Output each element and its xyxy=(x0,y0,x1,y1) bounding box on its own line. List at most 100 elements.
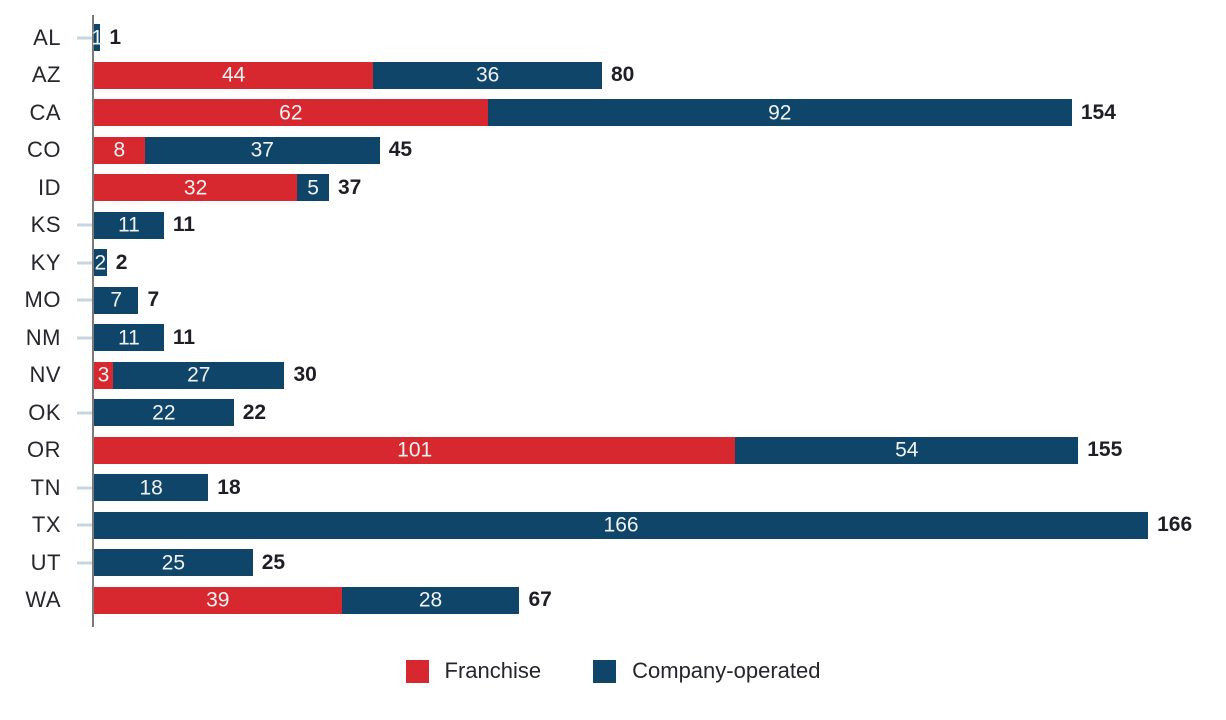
segment-value-label: 39 xyxy=(206,588,230,612)
tick-zone xyxy=(61,24,94,51)
axis-tick xyxy=(77,336,92,339)
bar-stack: 8 37 xyxy=(94,136,380,164)
bar-stack: 44 36 xyxy=(94,61,602,89)
franchise-segment: 3 xyxy=(94,361,114,389)
axis-tick xyxy=(77,223,92,227)
franchise-segment: 8 xyxy=(94,136,145,164)
segment-value-label: 18 xyxy=(139,476,163,499)
total-label: 18 xyxy=(217,475,241,499)
company-operated-segment: 37 xyxy=(144,136,380,164)
bar-row: KY 2 2 xyxy=(0,249,1226,276)
total-label: 22 xyxy=(242,400,267,424)
bar-row: AL 1 1 xyxy=(0,24,1226,51)
company-operated-segment: 1 xyxy=(91,24,104,51)
bar-stack: 3 27 xyxy=(94,361,285,389)
segment-value-label: 92 xyxy=(768,101,792,124)
bar-row: AZ 44 36 80 xyxy=(0,61,1226,89)
axis-tick xyxy=(77,561,92,564)
total-label: 2 xyxy=(115,250,128,274)
total-label: 11 xyxy=(172,213,196,236)
franchise-segment: 62 xyxy=(94,99,488,126)
category-label: TX xyxy=(31,512,61,537)
bar-row: KS 11 11 xyxy=(0,211,1226,239)
category-label: TN xyxy=(30,474,61,500)
tick-zone xyxy=(61,287,94,314)
total-label: 37 xyxy=(337,175,362,199)
total-label: 45 xyxy=(388,138,413,161)
bar-stack: 22 xyxy=(94,399,234,426)
bar-row: UT 25 25 xyxy=(0,549,1226,576)
bar-row: CO 8 37 45 xyxy=(0,136,1226,164)
tick-zone xyxy=(61,474,94,501)
category-label: AZ xyxy=(31,62,61,87)
total-label: 80 xyxy=(610,63,635,86)
tick-zone xyxy=(61,62,94,89)
segment-value-label: 36 xyxy=(476,63,500,87)
segment-value-label: 62 xyxy=(279,101,303,124)
bar-row: OR 101 54 155 xyxy=(0,436,1226,464)
total-label: 30 xyxy=(293,363,317,386)
company-operated-legend-label: Company-operated xyxy=(632,658,821,683)
bar-row: CA 62 92 154 xyxy=(0,99,1226,126)
bar-stack: 166 xyxy=(94,511,1149,539)
tick-zone xyxy=(61,212,94,239)
category-label: ID xyxy=(38,174,61,200)
tick-zone xyxy=(61,399,94,426)
tick-zone xyxy=(61,249,94,276)
tick-zone xyxy=(61,587,94,614)
segment-value-label: 2 xyxy=(94,251,107,274)
axis-tick xyxy=(77,486,92,489)
segment-value-label: 25 xyxy=(161,551,186,574)
segment-value-label: 166 xyxy=(603,513,639,537)
company-operated-segment: 5 xyxy=(297,174,329,201)
bar-row: NM 11 11 xyxy=(0,324,1226,351)
segment-value-label: 3 xyxy=(97,363,110,387)
category-label: NM xyxy=(25,324,61,350)
company-operated-segment: 7 xyxy=(94,286,139,314)
category-label: OR xyxy=(27,437,61,462)
bar-stack: 39 28 xyxy=(94,586,520,614)
franchise-swatch-icon xyxy=(405,659,429,683)
bar-stack: 1 xyxy=(91,24,104,51)
bar-row: TN 18 18 xyxy=(0,474,1226,501)
tick-zone xyxy=(61,99,94,126)
tick-zone xyxy=(61,174,94,201)
franchise-segment: 39 xyxy=(94,586,342,614)
bar-stack: 62 92 xyxy=(94,99,1072,126)
company-operated-segment: 28 xyxy=(341,586,520,614)
bar-stack: 11 xyxy=(94,324,164,351)
category-label: CO xyxy=(27,137,61,162)
tick-zone xyxy=(61,362,94,389)
bar-row: OK 22 22 xyxy=(0,399,1226,426)
total-label: 7 xyxy=(147,288,160,311)
franchise-legend-label: Franchise xyxy=(444,658,542,683)
company-operated-segment: 11 xyxy=(94,211,164,239)
axis-tick xyxy=(77,298,92,302)
tick-zone xyxy=(61,512,94,539)
company-operated-segment: 36 xyxy=(373,61,602,89)
segment-value-label: 7 xyxy=(110,288,123,312)
segment-value-label: 27 xyxy=(187,363,211,387)
category-label: NV xyxy=(29,362,61,387)
category-label: MO xyxy=(24,287,61,312)
segment-value-label: 11 xyxy=(118,213,140,237)
bar-row: TX 166 166 xyxy=(0,511,1226,539)
category-label: KY xyxy=(30,249,61,275)
tick-zone xyxy=(61,324,94,351)
segment-value-label: 54 xyxy=(895,438,919,462)
category-label: OK xyxy=(28,399,61,425)
franchise-segment: 101 xyxy=(94,436,736,464)
category-label: UT xyxy=(30,549,61,575)
bar-row: MO 7 7 xyxy=(0,286,1226,314)
segment-value-label: 1 xyxy=(91,26,104,49)
segment-value-label: 5 xyxy=(307,176,319,199)
tick-zone xyxy=(61,137,94,164)
category-label: KS xyxy=(30,212,61,237)
company-operated-swatch-icon xyxy=(593,659,617,683)
category-label: CA xyxy=(29,99,61,125)
franchise-segment: 44 xyxy=(94,61,374,89)
bar-stack: 18 xyxy=(94,474,209,501)
company-operated-segment: 27 xyxy=(113,361,285,389)
axis-tick xyxy=(77,261,92,264)
